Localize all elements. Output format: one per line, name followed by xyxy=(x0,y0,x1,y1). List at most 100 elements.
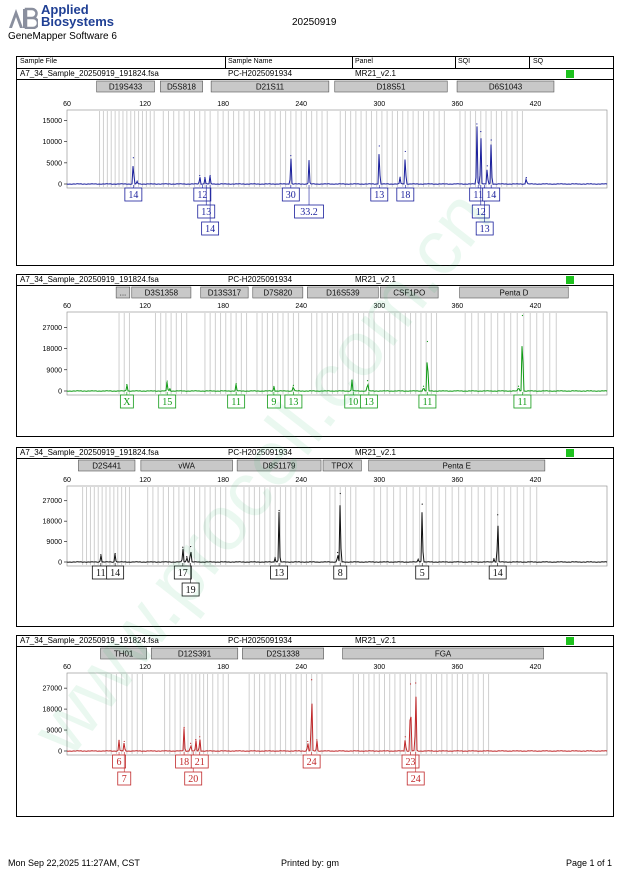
allele-label: 7 xyxy=(122,774,127,785)
allele-label: 5 xyxy=(420,568,425,579)
allele-box xyxy=(302,754,321,769)
allele-box xyxy=(418,394,437,409)
marker-label: FGA xyxy=(435,650,452,659)
x-tick-label: 60 xyxy=(63,101,71,108)
panel-header: A7_34_Sample_20250919_191824.fsa PC-H202… xyxy=(17,69,613,80)
peak-point xyxy=(486,165,488,167)
peak-point xyxy=(490,139,492,141)
electropherogram-plot: D2S441 vWA D8S1179 TPOX Penta E 60 120 180 240 30… xyxy=(43,459,608,597)
allele-box xyxy=(333,565,348,580)
sample-name: PC-H2025091934 xyxy=(228,275,293,284)
marker-label: D3S1358 xyxy=(145,289,179,298)
marker-box xyxy=(100,647,147,660)
peak-point xyxy=(399,176,401,178)
allele-call: 14 xyxy=(106,563,125,580)
allele-label: 12 xyxy=(197,190,207,201)
allele-box xyxy=(227,394,246,409)
peak-point xyxy=(274,557,276,559)
allele-label: 33.2 xyxy=(300,207,318,218)
marker-label: D19S433 xyxy=(109,83,143,92)
allele-call: 30 xyxy=(281,185,300,202)
allele-box xyxy=(184,771,203,786)
allele-call: 19 xyxy=(181,563,200,597)
allele-call: 24 xyxy=(406,752,425,786)
x-tick-label: 180 xyxy=(217,303,229,310)
allele-label: 11 xyxy=(423,397,433,408)
peak-point xyxy=(195,738,197,741)
allele-label: 13 xyxy=(288,397,298,408)
trace-line xyxy=(66,126,608,186)
allele-call: 15 xyxy=(158,392,177,409)
peak-point xyxy=(366,380,369,382)
allele-call: 14 xyxy=(124,185,143,202)
allele-call: 20 xyxy=(184,752,203,786)
allele-label: 15 xyxy=(162,397,172,408)
allele-call: 23 xyxy=(401,752,420,769)
peak-point xyxy=(426,340,429,343)
panel-header: A7_34_Sample_20250919_191824.fsa PC-H202… xyxy=(17,636,613,647)
x-tick-label: 240 xyxy=(295,477,307,484)
peak-point xyxy=(525,177,527,179)
allele-label: 17 xyxy=(178,568,188,579)
sample-name: PC-H2025091934 xyxy=(228,69,293,78)
peak-point xyxy=(123,740,125,743)
allele-label: 9 xyxy=(271,397,276,408)
allele-label: 24 xyxy=(411,774,421,785)
allele-call: 14 xyxy=(201,185,220,236)
allele-label: 11 xyxy=(96,568,106,579)
allele-call: X xyxy=(119,392,134,409)
peak-point xyxy=(190,742,192,744)
allele-box xyxy=(475,221,494,236)
panel-header: A7_34_Sample_20250919_191824.fsa PC-H202… xyxy=(17,275,613,286)
marker-label: D16S539 xyxy=(326,289,360,298)
peak-point xyxy=(169,388,171,390)
peak-point xyxy=(351,379,353,381)
plot-frame xyxy=(66,311,608,396)
allele-label: 11 xyxy=(231,397,241,408)
peak-point xyxy=(517,385,520,387)
allele-box xyxy=(471,204,490,219)
sq-flag-icon xyxy=(566,637,574,645)
peak-point xyxy=(378,145,380,147)
peak-point xyxy=(273,385,275,388)
peak-point xyxy=(209,174,211,177)
marker-label: D6S1043 xyxy=(489,83,523,92)
allele-box xyxy=(158,394,177,409)
footer-timestamp: Mon Sep 22,2025 11:27AM, CST xyxy=(8,858,140,868)
marker-box xyxy=(342,647,544,660)
allele-box xyxy=(406,771,425,786)
marker-label: ... xyxy=(120,289,127,298)
peak-point xyxy=(404,736,406,738)
marker-label: Penta D xyxy=(500,289,529,298)
allele-call: 11 xyxy=(91,563,110,580)
allele-label: 21 xyxy=(195,757,205,768)
plot-frame xyxy=(66,109,608,189)
allele-call: 8 xyxy=(333,563,348,580)
x-tick-label: 360 xyxy=(452,477,464,484)
allele-call: 13 xyxy=(359,392,378,409)
column-sqi: SQI xyxy=(458,58,471,65)
allele-label: 11 xyxy=(518,397,528,408)
marker-penta-d: Penta D xyxy=(459,286,569,299)
trace-line xyxy=(66,505,608,563)
allele-call: 21 xyxy=(190,752,209,769)
allele-box xyxy=(270,565,288,580)
peak-point xyxy=(521,314,524,317)
allele-label: 10 xyxy=(348,397,358,408)
marker-label: D13S317 xyxy=(208,289,242,298)
peak-point xyxy=(100,554,102,556)
allele-call: 13 xyxy=(197,185,216,219)
sq-flag-icon xyxy=(566,276,574,284)
allele-call: 24 xyxy=(302,752,321,769)
peak-point xyxy=(421,503,423,505)
x-tick-label: 60 xyxy=(63,664,71,671)
allele-box xyxy=(201,221,220,236)
allele-call: 11 xyxy=(513,392,532,409)
allele-label: 11 xyxy=(473,190,483,201)
marker-label: TH01 xyxy=(114,650,134,659)
allele-box xyxy=(359,394,378,409)
allele-box xyxy=(281,187,300,202)
x-tick-label: 300 xyxy=(373,101,385,108)
peak-point xyxy=(415,682,417,684)
